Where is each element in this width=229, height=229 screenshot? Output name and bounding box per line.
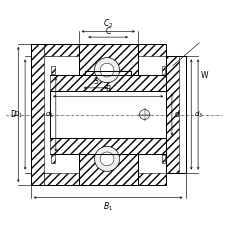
Text: $D_1$: $D_1$ xyxy=(13,109,23,120)
Polygon shape xyxy=(31,44,44,185)
Polygon shape xyxy=(50,138,166,154)
Text: S: S xyxy=(93,76,98,86)
Bar xyxy=(19,33,196,196)
Circle shape xyxy=(100,63,113,77)
Polygon shape xyxy=(137,44,166,56)
Polygon shape xyxy=(51,66,55,74)
Polygon shape xyxy=(44,44,78,56)
Text: $C_2$: $C_2$ xyxy=(103,17,113,30)
Circle shape xyxy=(94,58,119,83)
Text: D: D xyxy=(10,110,16,119)
Text: $d_1$: $d_1$ xyxy=(45,109,54,120)
Circle shape xyxy=(94,146,119,171)
Text: W: W xyxy=(199,71,207,80)
Polygon shape xyxy=(50,75,166,91)
Polygon shape xyxy=(161,155,164,163)
Polygon shape xyxy=(44,173,78,185)
Polygon shape xyxy=(137,173,166,185)
Circle shape xyxy=(100,152,113,166)
Text: B: B xyxy=(105,85,110,94)
Text: d: d xyxy=(173,110,178,119)
Polygon shape xyxy=(166,57,178,172)
Text: $B_1$: $B_1$ xyxy=(103,200,113,213)
Polygon shape xyxy=(161,66,164,74)
Polygon shape xyxy=(51,155,55,163)
Text: $d_3$: $d_3$ xyxy=(193,109,202,120)
Polygon shape xyxy=(78,44,137,75)
Text: C: C xyxy=(105,27,110,35)
Polygon shape xyxy=(78,154,137,185)
